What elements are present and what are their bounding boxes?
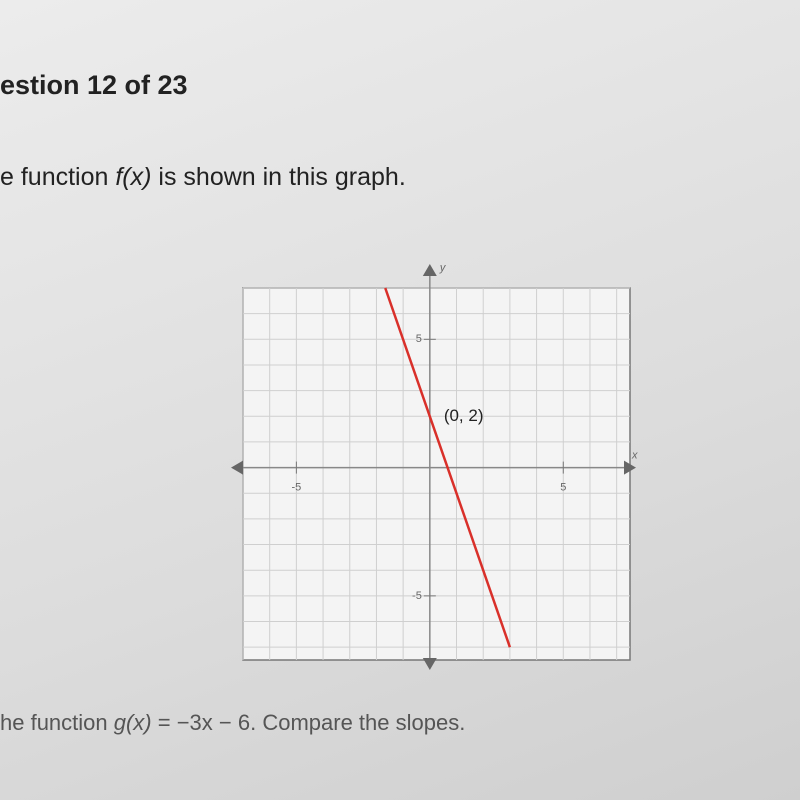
y-axis-label: y [439,262,447,274]
y-tick-label: 5 [416,333,422,345]
x-axis-label: x [631,449,638,461]
prompt: e function f(x) is shown in this graph. [0,163,406,192]
y-tick-label: -5 [412,590,422,602]
function-name: f(x) [115,163,152,191]
function-line [384,287,512,648]
x-tick-label: 5 [560,481,566,493]
footer-text: he function [0,710,114,735]
function-name: g(x) [113,710,152,735]
plot-area [242,287,631,661]
axis-arrow [422,658,437,670]
question-number: estion 12 of 23 [0,70,188,100]
axis-arrow [624,460,636,475]
graph: x y -5 5 5 -5 (0, 2) [231,262,638,670]
footer-text: = −3x − 6. Compare the slopes. [151,710,466,735]
x-tick-label: -5 [291,481,301,493]
axis-arrow [231,460,243,475]
prompt-text: is shown in this graph. [151,163,406,191]
axis-arrow [422,264,437,276]
prompt-text: e function [0,163,116,191]
footer: he function g(x) = −3x − 6. Compare the … [0,710,465,736]
annotation: (0, 2) [444,406,484,425]
